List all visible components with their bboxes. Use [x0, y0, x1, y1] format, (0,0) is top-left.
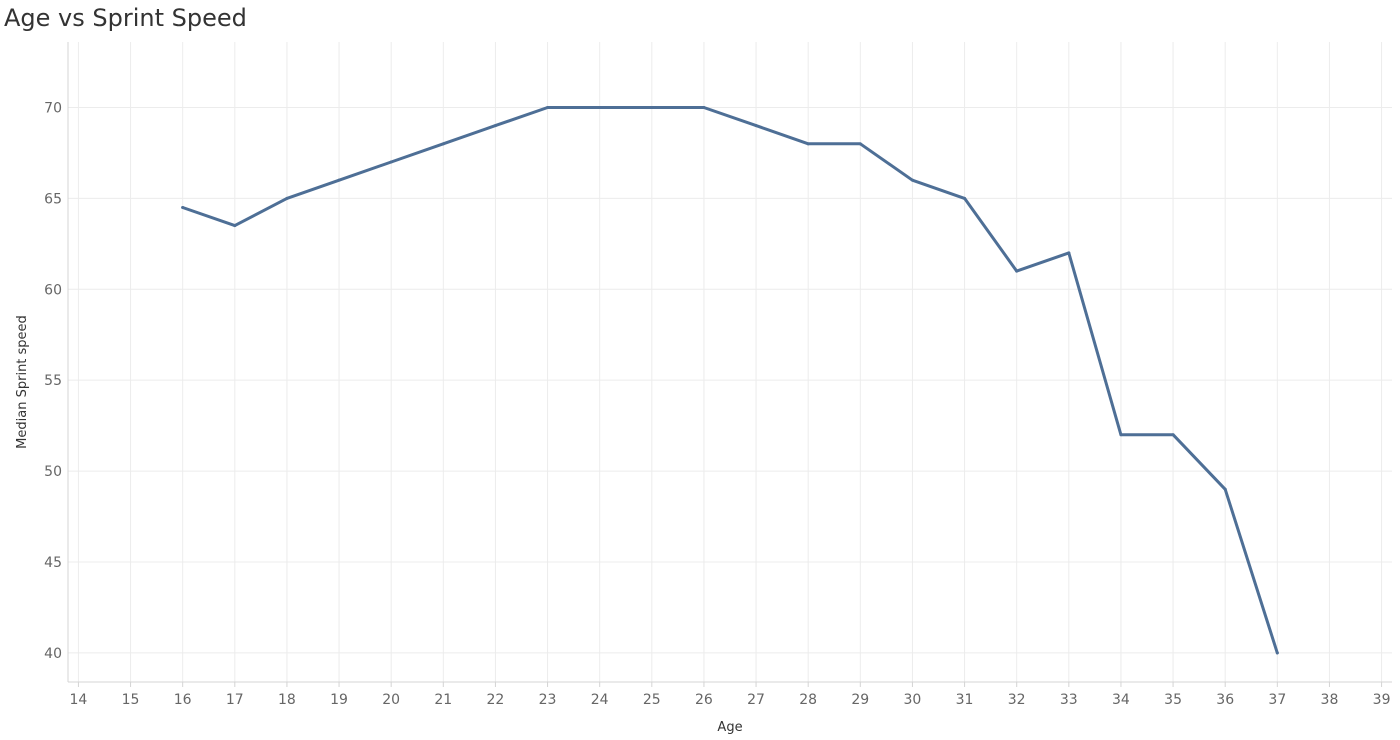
y-tick-label: 60 — [44, 282, 62, 298]
data-point — [650, 105, 654, 109]
y-tick-label: 55 — [44, 373, 62, 389]
x-tick-label: 20 — [382, 692, 400, 708]
x-tick-label: 23 — [539, 692, 557, 708]
x-tick-label: 30 — [904, 692, 922, 708]
x-tick-label: 28 — [799, 692, 817, 708]
x-tick-label: 16 — [174, 692, 192, 708]
x-tick-label: 39 — [1373, 692, 1391, 708]
axes: 14 15 16 17 18 19 20 21 22 23 24 25 26 27 28 29 30 31 32 33… — [44, 42, 1392, 708]
y-tick-label: 45 — [44, 555, 62, 571]
axis-labels: Age Median Sprint speed — [15, 315, 743, 735]
y-tick-label: 50 — [44, 464, 62, 480]
x-tick-label: 37 — [1268, 692, 1286, 708]
data-point — [963, 196, 967, 200]
data-point — [493, 124, 497, 128]
x-tick-label: 17 — [226, 692, 244, 708]
x-axis-title: Age — [717, 720, 742, 735]
data-point — [754, 124, 758, 128]
data-point — [1223, 487, 1227, 491]
data-point — [285, 196, 289, 200]
x-tick-label: 32 — [1008, 692, 1026, 708]
x-tick-label: 33 — [1060, 692, 1078, 708]
data-point — [441, 142, 445, 146]
x-tick-label: 24 — [591, 692, 609, 708]
x-tick-label: 38 — [1321, 692, 1339, 708]
x-tick-label: 18 — [278, 692, 296, 708]
data-point — [910, 178, 914, 182]
grid — [68, 42, 1392, 682]
data-point — [1171, 433, 1175, 437]
x-tick-label: 25 — [643, 692, 661, 708]
data-point — [1275, 651, 1279, 655]
y-axis-title: Median Sprint speed — [15, 315, 30, 449]
data-point — [598, 105, 602, 109]
data-point — [1119, 433, 1123, 437]
data-point — [1067, 251, 1071, 255]
x-tick-label: 27 — [747, 692, 765, 708]
x-tick-label: 26 — [695, 692, 713, 708]
series-layer — [181, 105, 1279, 655]
data-point — [546, 105, 550, 109]
data-point — [181, 205, 185, 209]
data-point — [806, 142, 810, 146]
chart-title: Age vs Sprint Speed — [4, 4, 247, 32]
x-tick-label: 19 — [330, 692, 348, 708]
series-line — [181, 106, 1279, 655]
x-tick-label: 15 — [122, 692, 140, 708]
data-point — [702, 105, 706, 109]
x-tick-label: 22 — [487, 692, 505, 708]
x-tick-label: 34 — [1112, 692, 1130, 708]
data-point — [337, 178, 341, 182]
x-tick-label: 35 — [1164, 692, 1182, 708]
x-tick-label: 31 — [956, 692, 974, 708]
data-point — [1015, 269, 1019, 273]
x-tick-label: 36 — [1216, 692, 1234, 708]
data-point — [389, 160, 393, 164]
y-tick-label: 65 — [44, 191, 62, 207]
data-point — [858, 142, 862, 146]
y-tick-label: 40 — [44, 646, 62, 662]
data-point — [233, 224, 237, 228]
x-tick-label: 29 — [851, 692, 869, 708]
y-tick-label: 70 — [44, 100, 62, 116]
x-tick-label: 14 — [70, 692, 88, 708]
x-tick-label: 21 — [434, 692, 452, 708]
